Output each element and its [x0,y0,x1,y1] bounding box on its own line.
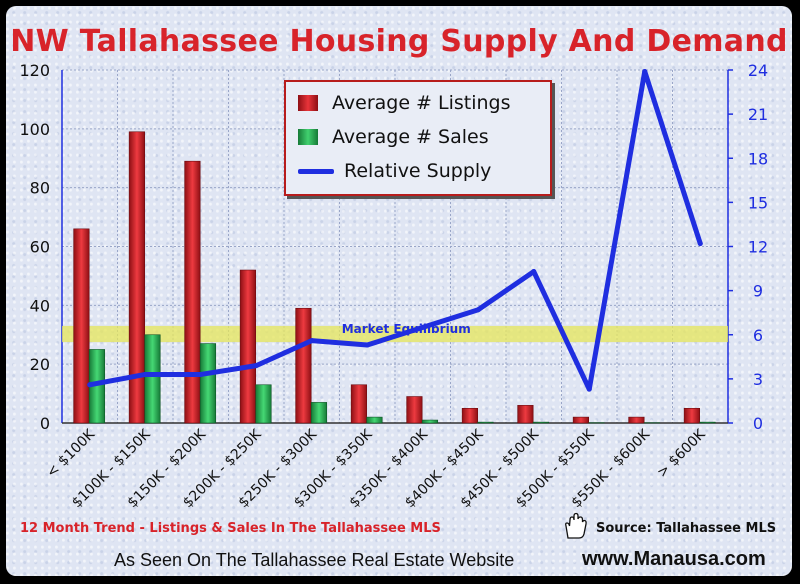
y-right-tick-label: 3 [753,370,763,389]
y-left-tick-label: 20 [30,355,50,374]
bar-listings [628,416,645,424]
bar-sales [532,421,550,424]
y-left-tick-label: 60 [30,238,50,257]
legend-item-sales: Average # Sales [298,122,489,152]
bar-listings [406,396,423,424]
chart-frame: NW Tallahassee Housing Supply And Demand… [6,6,792,576]
x-tick-label: > $600K [654,426,709,481]
y-right-tick-label: 6 [753,326,763,345]
trend-note: 12 Month Trend - Listings & Sales In The… [20,521,441,536]
point-relative-supply [253,363,259,369]
bar-sales [421,419,439,424]
bar-listings [572,416,589,424]
bar-listings [461,407,478,424]
point-relative-supply [475,307,481,313]
bar-sales [144,334,161,424]
point-relative-supply [697,241,703,247]
bar-sales [477,421,494,424]
legend-line-supply [298,168,334,174]
legend-label-supply: Relative Supply [344,160,492,182]
legend-label-listings: Average # Listings [332,92,511,114]
bar-listings [350,384,367,424]
bar-listings [517,405,534,424]
y-right-tick-label: 9 [753,282,763,301]
point-relative-supply [309,338,315,344]
point-relative-supply [642,68,648,74]
chart-title: NW Tallahassee Housing Supply And Demand [10,24,788,59]
point-relative-supply [364,342,370,348]
bar-sales [699,421,716,424]
bar-sales [310,402,328,424]
bar-sales [366,416,383,424]
point-relative-supply [198,371,204,377]
chart-legend: Average # Listings Average # Sales Relat… [284,80,552,196]
y-left-tick-label: 40 [30,296,50,315]
point-relative-supply [87,382,93,388]
bar-sales [199,343,217,424]
point-relative-supply [531,269,537,275]
bar-listings [239,269,256,424]
y-left-tick-label: 0 [40,414,50,433]
legend-label-sales: Average # Sales [332,126,489,148]
y-right-tick-label: 24 [748,61,768,80]
y-left-tick-label: 100 [19,120,50,139]
x-tick-label: < $100K [44,426,99,481]
bar-listings [184,160,201,424]
website-link[interactable]: www.Manausa.com [582,548,766,570]
legend-swatch-listings [298,95,318,111]
bar-listings [295,307,312,424]
point-relative-supply [142,371,148,377]
bar-sales [255,384,272,424]
chart-svg: 0 20 40 60 80 100 120 0 3 6 9 12 15 18 21 24 Market Equi… [19,61,768,511]
bar-listings [73,228,90,424]
y-left-tick-label: 80 [30,179,50,198]
legend-item-listings: Average # Listings [298,88,511,118]
seen-on-note: As Seen On The Tallahassee Real Estate W… [114,550,515,570]
legend-swatch-sales [298,129,318,145]
line-relative-supply [87,68,703,392]
y-right-tick-label: 15 [748,193,768,212]
y-right-tick-label: 12 [748,238,768,257]
y-left-tick-label: 120 [19,61,50,80]
y-right-tick-label: 0 [753,414,763,433]
hand-icon [565,512,587,539]
point-relative-supply [420,324,426,330]
y-right-tick-label: 21 [748,105,768,124]
market-equilibrium-label: Market Equilibrium [342,322,471,336]
y-right-tick-label: 18 [748,149,768,168]
source-credit: Source: Tallahassee MLS [596,521,777,536]
point-relative-supply [586,386,592,392]
bar-listings [128,131,145,424]
legend-item-supply: Relative Supply [298,156,491,186]
bar-listings [683,407,700,424]
